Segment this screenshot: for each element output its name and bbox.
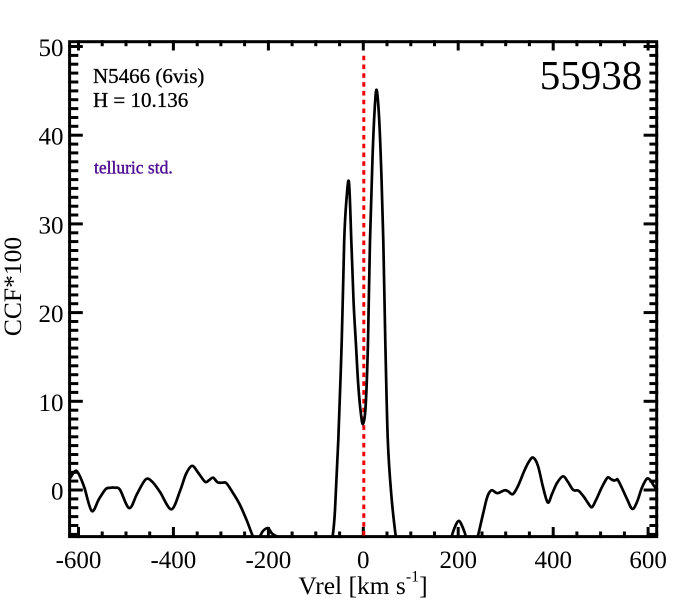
svg-text:-600: -600 xyxy=(56,547,102,574)
svg-text:200: 200 xyxy=(439,547,477,574)
svg-text:400: 400 xyxy=(534,547,572,574)
svg-text:55938: 55938 xyxy=(540,52,643,98)
svg-text:600: 600 xyxy=(629,547,667,574)
svg-text:H = 10.136: H = 10.136 xyxy=(93,88,188,112)
svg-text:50: 50 xyxy=(39,35,64,62)
svg-text:10: 10 xyxy=(39,390,64,417)
svg-text:-200: -200 xyxy=(245,547,291,574)
svg-text:20: 20 xyxy=(39,301,64,328)
svg-text:40: 40 xyxy=(39,124,64,151)
svg-text:telluric std.: telluric std. xyxy=(94,158,173,178)
svg-text:N5466 (6vis): N5466 (6vis) xyxy=(93,64,204,88)
svg-text:CCF*100: CCF*100 xyxy=(0,237,27,336)
svg-text:0: 0 xyxy=(357,547,370,574)
svg-text:0: 0 xyxy=(51,479,64,506)
svg-text:-400: -400 xyxy=(150,547,196,574)
svg-text:30: 30 xyxy=(39,212,64,239)
